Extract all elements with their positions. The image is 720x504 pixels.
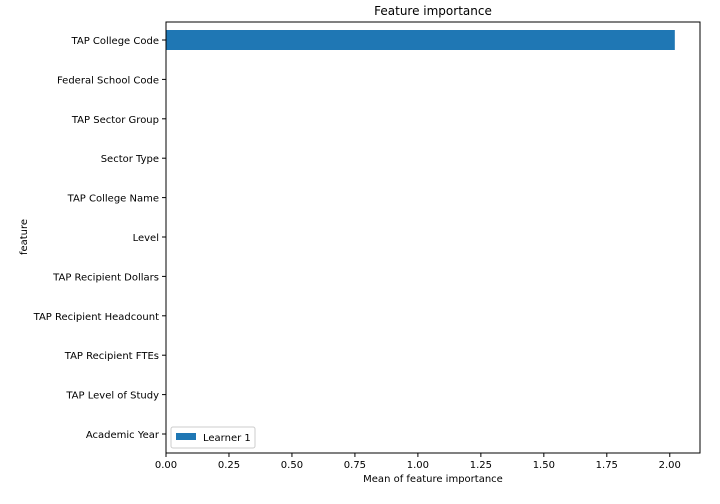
bars-group — [166, 30, 675, 50]
y-tick-label: Sector Type — [101, 154, 159, 165]
y-tick-label: Level — [133, 233, 159, 244]
y-tick-label: TAP College Code — [71, 36, 159, 47]
y-tick-label: TAP Recipient Headcount — [33, 312, 159, 323]
legend: Learner 1 — [170, 426, 256, 449]
x-axis-ticks: 0.00 0.25 0.50 0.75 1.00 1.25 1.50 1.75 2.00 — [155, 453, 681, 471]
x-tick-label: 2.00 — [659, 460, 681, 471]
plot-frame — [165, 21, 701, 454]
legend-swatch — [176, 433, 196, 440]
y-tick-label: TAP Recipient FTEs — [64, 351, 159, 362]
x-axis-label: Mean of feature importance — [363, 474, 503, 485]
y-tick-label: TAP Sector Group — [71, 115, 159, 126]
x-tick-label: 0.75 — [344, 460, 366, 471]
x-tick-label: 0.50 — [281, 460, 303, 471]
legend-label: Learner 1 — [203, 433, 251, 444]
bar-tap-college-code — [166, 30, 675, 50]
y-tick-label: Federal School Code — [57, 75, 159, 86]
y-axis-ticks: TAP College Code Federal School Code TAP S… — [33, 36, 166, 441]
legend-box — [170, 426, 256, 449]
y-tick-label: TAP College Name — [67, 194, 159, 205]
chart-title: Feature importance — [374, 4, 492, 18]
y-tick-label: TAP Recipient Dollars — [52, 272, 159, 283]
x-tick-label: 1.25 — [470, 460, 492, 471]
x-tick-label: 0.00 — [155, 460, 177, 471]
x-tick-label: 1.00 — [407, 460, 429, 471]
x-tick-label: 0.25 — [218, 460, 240, 471]
x-tick-label: 1.75 — [596, 460, 618, 471]
y-tick-label: TAP Level of Study — [65, 391, 159, 402]
y-axis-label: feature — [19, 219, 30, 255]
x-tick-label: 1.50 — [533, 460, 555, 471]
y-tick-label: Academic Year — [86, 430, 160, 441]
